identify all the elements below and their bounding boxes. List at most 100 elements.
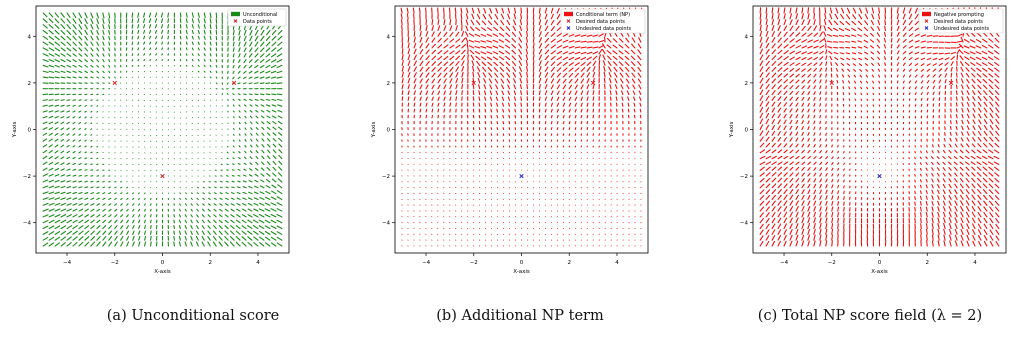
quiver-arrow bbox=[638, 90, 642, 96]
quiver-arrow bbox=[937, 178, 940, 183]
quiver-arrow bbox=[520, 90, 523, 96]
quiver-arrow bbox=[544, 25, 549, 32]
quiver-arrow bbox=[765, 240, 770, 247]
quiver-arrow bbox=[777, 25, 781, 32]
quiver-arrow bbox=[813, 56, 818, 61]
quiver-arrow bbox=[244, 127, 247, 131]
quiver-arrow bbox=[943, 137, 946, 142]
quiver-arrow bbox=[948, 189, 952, 195]
quiver-arrow bbox=[801, 228, 805, 235]
quiver-arrow bbox=[144, 219, 146, 224]
quiver-arrow bbox=[960, 200, 964, 206]
quiver-arrow bbox=[538, 13, 541, 20]
quiver-arrow bbox=[238, 127, 241, 131]
quiver-arrow bbox=[876, 32, 881, 37]
quiver-arrow bbox=[514, 108, 517, 113]
quiver-arrow bbox=[66, 225, 73, 230]
quiver-arrow bbox=[213, 208, 217, 212]
quiver-arrow bbox=[789, 25, 794, 32]
quiver-arrow bbox=[971, 143, 976, 148]
quiver-arrow bbox=[518, 66, 523, 72]
quiver-arrow bbox=[863, 39, 869, 43]
quiver-arrow bbox=[253, 202, 259, 206]
quiver-arrow bbox=[238, 104, 241, 107]
quiver-arrow bbox=[925, 200, 928, 206]
quiver-arrow bbox=[914, 196, 916, 200]
quiver-arrow bbox=[108, 24, 111, 30]
quiver-arrow bbox=[795, 205, 799, 212]
quiver-arrow bbox=[837, 173, 840, 177]
quiver-arrow bbox=[72, 162, 76, 166]
quiver-arrow bbox=[184, 230, 187, 235]
quiver-arrow bbox=[84, 29, 88, 36]
quiver-arrow bbox=[209, 53, 212, 57]
quiver-arrow bbox=[54, 132, 59, 136]
quiver-arrow bbox=[277, 126, 283, 131]
quiver-arrow bbox=[96, 230, 101, 235]
quiver-arrow bbox=[759, 142, 765, 148]
quiver-arrow bbox=[437, 78, 442, 84]
quiver-arrow bbox=[266, 161, 271, 166]
quiver-arrow bbox=[771, 161, 777, 166]
quiver-arrow bbox=[66, 99, 71, 101]
quiver-arrow bbox=[425, 102, 428, 107]
quiver-arrow bbox=[831, 156, 834, 160]
quiver-arrow bbox=[209, 41, 212, 46]
quiver-arrow bbox=[837, 150, 839, 154]
quiver-arrow bbox=[520, 7, 523, 14]
quiver-arrow bbox=[819, 167, 823, 171]
quiver-arrow bbox=[592, 66, 596, 72]
quiver-arrow bbox=[759, 177, 765, 183]
quiver-arrow bbox=[413, 84, 417, 90]
quiver-arrow bbox=[825, 172, 828, 177]
quiver-arrow bbox=[149, 41, 152, 45]
quiver-arrow bbox=[955, 119, 958, 125]
quiver-arrow bbox=[625, 37, 630, 43]
quiver-arrow bbox=[574, 78, 579, 84]
quiver-arrow bbox=[131, 41, 134, 46]
quiver-arrow bbox=[247, 225, 253, 230]
quiver-arrow bbox=[48, 161, 54, 166]
quiver-arrow bbox=[238, 47, 241, 53]
quiver-arrow bbox=[60, 76, 66, 79]
quiver-arrow bbox=[202, 203, 205, 206]
quiver-arrow bbox=[261, 121, 265, 125]
quiver-arrow bbox=[184, 241, 187, 247]
quiver-arrow bbox=[465, 37, 469, 43]
quiver-arrow bbox=[490, 108, 493, 113]
quiver-arrow bbox=[568, 84, 573, 90]
quiver-arrow bbox=[965, 149, 970, 154]
quiver-arrow bbox=[506, 78, 511, 84]
quiver-arrow bbox=[562, 108, 565, 113]
quiver-arrow bbox=[203, 35, 206, 40]
quiver-arrow bbox=[54, 70, 60, 73]
quiver-arrow bbox=[90, 230, 95, 235]
quiver-arrow bbox=[264, 225, 271, 230]
quiver-arrow bbox=[42, 127, 48, 131]
quiver-arrow bbox=[504, 50, 511, 55]
quiver-arrow bbox=[72, 116, 76, 119]
quiver-arrow bbox=[238, 41, 241, 47]
quiver-arrow bbox=[613, 72, 618, 78]
quiver-arrow bbox=[908, 68, 912, 72]
quiver-arrow bbox=[937, 200, 940, 206]
quiver-arrow bbox=[230, 219, 235, 224]
quiver-arrow bbox=[795, 234, 799, 241]
chart-panel-0: −4 −2 0 2 4−4−2024X-axisY-axisUnconditionalD… bbox=[12, 5, 290, 275]
quiver-arrow bbox=[966, 143, 970, 148]
quiver-arrow bbox=[443, 96, 446, 101]
quiver-arrow bbox=[425, 61, 430, 66]
quiver-arrow bbox=[455, 55, 461, 61]
quiver-arrow bbox=[54, 214, 61, 218]
quiver-arrow bbox=[42, 197, 49, 200]
quiver-arrow bbox=[831, 228, 834, 235]
quiver-arrow bbox=[840, 57, 845, 61]
quiver-arrow bbox=[948, 223, 952, 230]
quiver-arrow bbox=[243, 64, 247, 69]
quiver-arrow bbox=[484, 102, 487, 107]
quiver-arrow bbox=[771, 229, 776, 235]
quiver-arrow bbox=[196, 214, 199, 218]
quiver-arrow bbox=[407, 96, 410, 101]
quiver-arrow bbox=[276, 64, 283, 68]
quiver-arrow bbox=[173, 214, 175, 218]
